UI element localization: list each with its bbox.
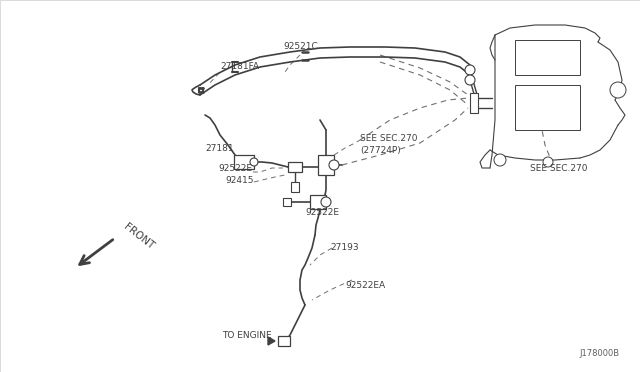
Text: SEE SEC.270: SEE SEC.270 [360,134,417,142]
Bar [515,40,580,75]
Circle shape [610,82,626,98]
Circle shape [543,157,553,167]
Text: FRONT: FRONT [122,222,156,252]
Bar [318,155,334,175]
Bar [234,155,254,169]
Text: 92522EA: 92522EA [345,280,385,289]
Circle shape [321,197,331,207]
Bar [291,182,299,192]
Text: (27724P): (27724P) [360,145,401,154]
Polygon shape [268,337,275,345]
Bar [470,93,478,113]
Bar [288,162,302,172]
Text: TO ENGINE: TO ENGINE [222,331,271,340]
Bar [310,195,326,209]
Circle shape [250,158,258,166]
Text: J178000B: J178000B [580,349,620,358]
Text: 27181: 27181 [205,144,234,153]
Circle shape [494,154,506,166]
Bar [515,85,580,130]
Circle shape [465,75,475,85]
Circle shape [329,160,339,170]
Text: 92415: 92415 [225,176,253,185]
Text: 27181FA: 27181FA [220,61,259,71]
Text: 92521C: 92521C [283,42,317,51]
Text: 92522E: 92522E [305,208,339,217]
Text: 27193: 27193 [330,244,358,253]
Bar [278,336,290,346]
Text: SEE SEC.270: SEE SEC.270 [530,164,588,173]
Bar [283,198,291,206]
Circle shape [465,65,475,75]
Text: 92522E: 92522E [218,164,252,173]
